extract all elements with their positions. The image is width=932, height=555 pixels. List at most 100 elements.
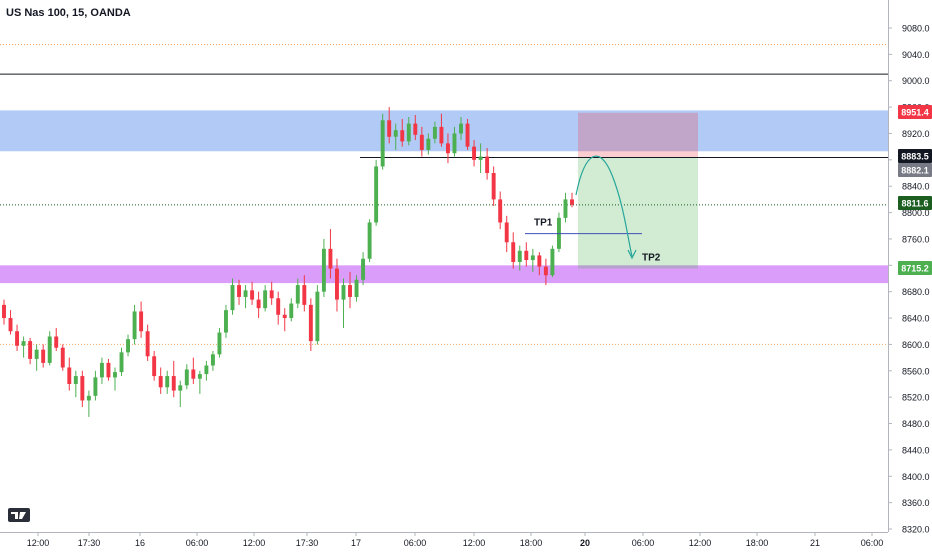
candle[interactable]	[328, 229, 333, 279]
resistance-zone[interactable]	[0, 110, 888, 152]
candle[interactable]	[295, 278, 300, 309]
candle[interactable]	[543, 258, 548, 286]
candle[interactable]	[230, 278, 235, 315]
candle[interactable]	[60, 344, 65, 371]
candle[interactable]	[165, 370, 170, 394]
candle[interactable]	[367, 219, 372, 263]
candle[interactable]	[67, 357, 72, 391]
candle[interactable]	[197, 370, 202, 394]
candle[interactable]	[21, 336, 26, 358]
candle[interactable]	[563, 192, 568, 223]
candle[interactable]	[439, 113, 444, 147]
candle[interactable]	[73, 370, 78, 398]
candle[interactable]	[28, 337, 33, 365]
candle[interactable]	[54, 327, 59, 352]
candle[interactable]	[171, 360, 176, 398]
candle[interactable]	[302, 275, 307, 312]
candle[interactable]	[321, 238, 326, 297]
candle[interactable]	[406, 116, 411, 146]
candle[interactable]	[191, 357, 196, 384]
candle[interactable]	[419, 126, 424, 157]
candle[interactable]	[459, 116, 463, 141]
price-label[interactable]: 8715.2	[898, 261, 932, 275]
candle[interactable]	[99, 357, 104, 384]
candle[interactable]	[308, 298, 313, 352]
price-label[interactable]: 8951.4	[898, 105, 932, 119]
candle[interactable]	[256, 291, 261, 319]
candle[interactable]	[250, 281, 255, 305]
candle[interactable]	[289, 298, 294, 322]
candle[interactable]	[478, 143, 483, 174]
candle[interactable]	[217, 327, 222, 358]
candle[interactable]	[504, 215, 509, 253]
tradingview-logo-icon[interactable]	[8, 508, 30, 522]
price-label[interactable]: 8883.5	[898, 149, 932, 163]
candle[interactable]	[276, 291, 281, 325]
candle[interactable]	[472, 140, 477, 167]
candle[interactable]	[80, 370, 85, 408]
candle[interactable]	[243, 285, 248, 309]
support-zone[interactable]	[0, 265, 888, 284]
candle[interactable]	[139, 301, 144, 338]
candle[interactable]	[550, 245, 555, 278]
time-axis[interactable]	[0, 532, 932, 550]
candle[interactable]	[341, 278, 346, 328]
candle[interactable]	[41, 344, 46, 368]
candle[interactable]	[491, 166, 496, 206]
candle[interactable]	[315, 285, 320, 345]
candle[interactable]	[119, 347, 124, 377]
candle[interactable]	[158, 367, 163, 394]
candle[interactable]	[524, 242, 529, 267]
candle[interactable]	[530, 248, 535, 272]
candle[interactable]	[86, 390, 91, 417]
candle[interactable]	[93, 370, 98, 401]
projection-curve[interactable]	[575, 155, 633, 257]
candle[interactable]	[374, 159, 379, 226]
candle[interactable]	[354, 275, 359, 302]
candle[interactable]	[132, 304, 137, 345]
price-label[interactable]: 8882.1	[898, 163, 932, 177]
candle[interactable]	[335, 258, 339, 312]
candle[interactable]	[15, 324, 20, 352]
candle[interactable]	[113, 367, 117, 391]
stop-loss-box[interactable]	[578, 112, 698, 158]
candle[interactable]	[570, 192, 574, 208]
take-profit-box[interactable]	[578, 157, 698, 269]
candle[interactable]	[2, 299, 6, 325]
candle[interactable]	[400, 118, 405, 147]
candle[interactable]	[387, 107, 392, 144]
candle[interactable]	[393, 123, 398, 150]
candle[interactable]	[537, 252, 542, 276]
candle[interactable]	[348, 271, 352, 309]
candle[interactable]	[224, 304, 228, 338]
candle[interactable]	[269, 281, 274, 305]
candle[interactable]	[511, 232, 516, 269]
candle[interactable]	[282, 308, 287, 332]
candle[interactable]	[204, 360, 209, 381]
candle[interactable]	[184, 364, 189, 390]
candle[interactable]	[8, 310, 13, 335]
candle[interactable]	[498, 191, 503, 230]
candle[interactable]	[380, 113, 385, 170]
candle[interactable]	[152, 351, 157, 381]
candle[interactable]	[465, 118, 470, 150]
candle[interactable]	[34, 344, 39, 371]
candle[interactable]	[145, 324, 150, 361]
candle[interactable]	[361, 252, 366, 286]
candle[interactable]	[485, 147, 490, 180]
candle[interactable]	[47, 331, 52, 366]
candle[interactable]	[556, 212, 561, 253]
candle[interactable]	[413, 115, 418, 141]
candle[interactable]	[126, 334, 131, 357]
candle[interactable]	[426, 133, 431, 155]
candle[interactable]	[432, 121, 437, 144]
candle[interactable]	[517, 245, 522, 271]
candle[interactable]	[210, 351, 215, 371]
candle[interactable]	[452, 126, 457, 157]
candle[interactable]	[178, 380, 183, 408]
candle[interactable]	[445, 133, 450, 164]
candle[interactable]	[106, 358, 111, 381]
price-label[interactable]: 8811.6	[898, 196, 932, 210]
candle[interactable]	[237, 279, 241, 305]
